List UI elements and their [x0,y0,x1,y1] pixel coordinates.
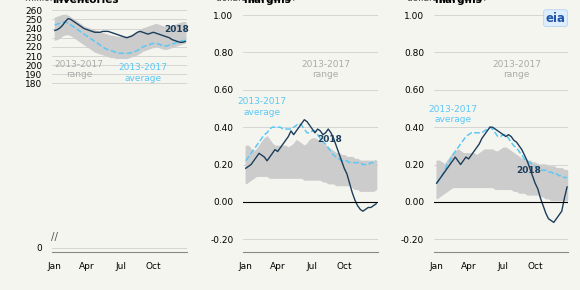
Text: 2018: 2018 [516,166,541,175]
Text: //: // [51,232,58,242]
Text: New York Harbor RBOB
margins: New York Harbor RBOB margins [243,0,379,5]
Text: 2013-2017
range: 2013-2017 range [55,60,103,79]
Text: 2013-2017
average: 2013-2017 average [237,97,286,117]
Text: dollars per gallon: dollars per gallon [216,0,295,3]
Text: million barrels: million barrels [26,0,90,3]
Text: 2013-2017
average: 2013-2017 average [118,63,167,83]
Text: U.S. motor gasoline
inventories: U.S. motor gasoline inventories [52,0,169,5]
Text: dollars per gallon: dollars per gallon [407,0,486,3]
Text: 2013-2017
average: 2013-2017 average [428,105,477,124]
Text: 2018: 2018 [317,135,342,144]
Text: 2013-2017
range: 2013-2017 range [301,60,350,79]
Text: 2013-2017
range: 2013-2017 range [492,60,541,79]
Text: eia: eia [546,12,566,25]
Text: 2018: 2018 [164,25,189,34]
Text: Gulf Coast RBOB
margins: Gulf Coast RBOB margins [434,0,531,5]
